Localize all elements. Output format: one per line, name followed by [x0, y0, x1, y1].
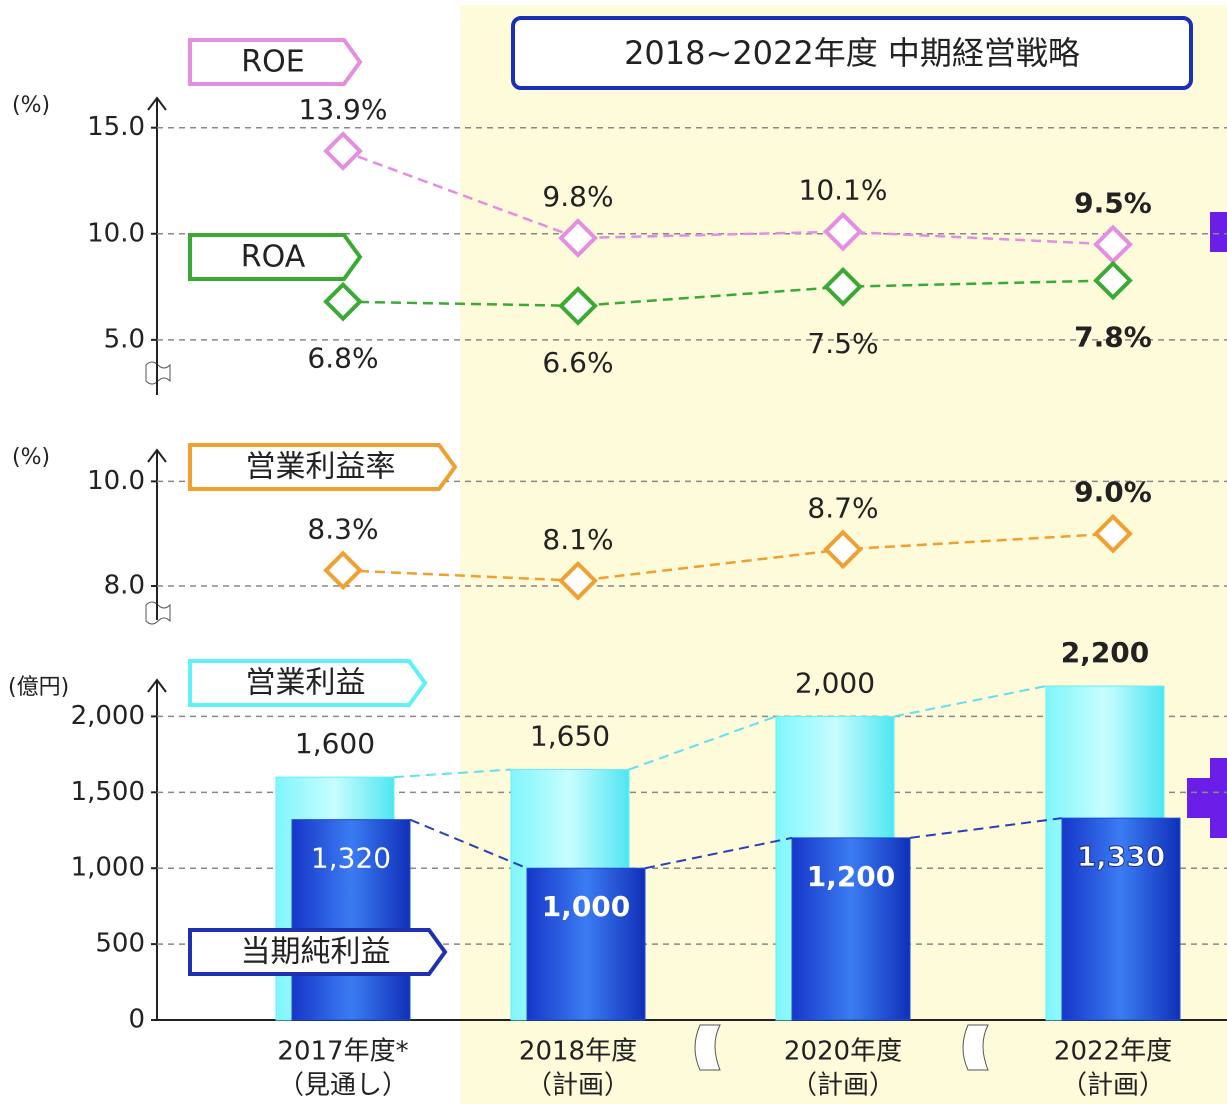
point [558, 286, 598, 326]
y-tick-label: 5.0 [104, 324, 145, 354]
legend-tag [188, 38, 363, 86]
data-label: 1,000 [542, 890, 631, 923]
axis-break [962, 1024, 989, 1071]
data-label: 7.5% [807, 327, 878, 360]
data-label: 2,200 [1061, 636, 1150, 669]
connector [644, 836, 793, 870]
chart-title: 2018~2022年度 中期経営戦略 [624, 34, 1080, 72]
y-tick-label: 10.0 [87, 218, 145, 248]
point [323, 281, 363, 322]
axis-break [694, 1024, 721, 1071]
legend-tag [188, 443, 458, 491]
y-unit: (億円) [8, 675, 69, 700]
bar [1061, 817, 1181, 1021]
connector [893, 685, 1047, 718]
line [342, 532, 1114, 583]
data-label: 8.7% [807, 491, 878, 524]
legend-label: 営業利益 [246, 666, 366, 701]
point [823, 529, 863, 570]
data-label: 8.3% [307, 512, 378, 545]
point [1093, 513, 1133, 554]
point [558, 560, 598, 601]
data-label: 1,650 [530, 720, 610, 753]
axis-arrow [147, 448, 167, 463]
data-label: 9.0% [1074, 476, 1152, 509]
x-tick-label: 2017年度* [277, 1037, 408, 1067]
connector [409, 818, 528, 870]
bar [526, 867, 646, 1021]
data-label: 9.5% [1074, 186, 1152, 219]
axis-arrow [147, 678, 167, 693]
point [323, 550, 363, 591]
bar [291, 819, 411, 1021]
data-label: 1,200 [807, 860, 896, 893]
arrow [1187, 758, 1227, 838]
data-label: 10.1% [799, 174, 888, 207]
point [1093, 260, 1133, 301]
x-tick-note: （計画） [526, 1071, 630, 1101]
data-label: 1,600 [295, 727, 375, 760]
connector [628, 715, 777, 771]
x-tick-note: （計画） [1061, 1071, 1165, 1101]
point [823, 211, 863, 252]
y-tick-label: 0 [128, 1005, 145, 1035]
connector [909, 817, 1063, 839]
connector [393, 768, 512, 779]
legend-label: 当期純利益 [241, 935, 391, 970]
x-tick-label: 2022年度 [1054, 1037, 1172, 1067]
x-tick-note: （見通し） [278, 1071, 408, 1101]
y-tick-label: 1,500 [71, 777, 145, 807]
legend-label: ROE [241, 45, 304, 80]
y-unit: (%) [12, 93, 50, 118]
data-label: 6.8% [307, 342, 378, 375]
title-box [511, 16, 1193, 90]
data-label: 2,000 [795, 666, 875, 699]
data-label: 6.6% [542, 346, 613, 379]
line [342, 279, 1114, 308]
x-tick-label: 2020年度 [784, 1037, 902, 1067]
y-tick-label: 1,000 [71, 853, 145, 883]
data-label: 7.8% [1074, 320, 1152, 353]
axis-arrow [147, 96, 167, 111]
y-tick-label: 500 [95, 929, 145, 959]
point [823, 266, 863, 307]
data-label: 8.1% [542, 523, 613, 556]
data-label: 13.9% [299, 93, 388, 126]
y-unit: (%) [12, 445, 50, 470]
y-tick-label: 2,000 [71, 701, 145, 731]
y-tick-label: 10.0 [87, 466, 145, 496]
bar [791, 837, 911, 1021]
legend-label: 営業利益率 [246, 450, 396, 485]
data-label: 1,330 [1077, 840, 1166, 873]
data-label: 9.8% [542, 180, 613, 213]
x-tick-label: 2018年度 [519, 1037, 637, 1067]
legend-label: ROA [241, 240, 306, 275]
y-tick-label: 8.0 [104, 571, 145, 601]
y-tick-label: 15.0 [87, 112, 145, 142]
arrow [1187, 212, 1227, 252]
point [323, 131, 363, 171]
legend-tag [188, 659, 428, 707]
x-tick-note: （計画） [791, 1071, 895, 1101]
data-label: 1,320 [311, 842, 391, 875]
legend-tag [188, 233, 363, 281]
point [558, 218, 598, 258]
legend-tag [188, 928, 448, 976]
